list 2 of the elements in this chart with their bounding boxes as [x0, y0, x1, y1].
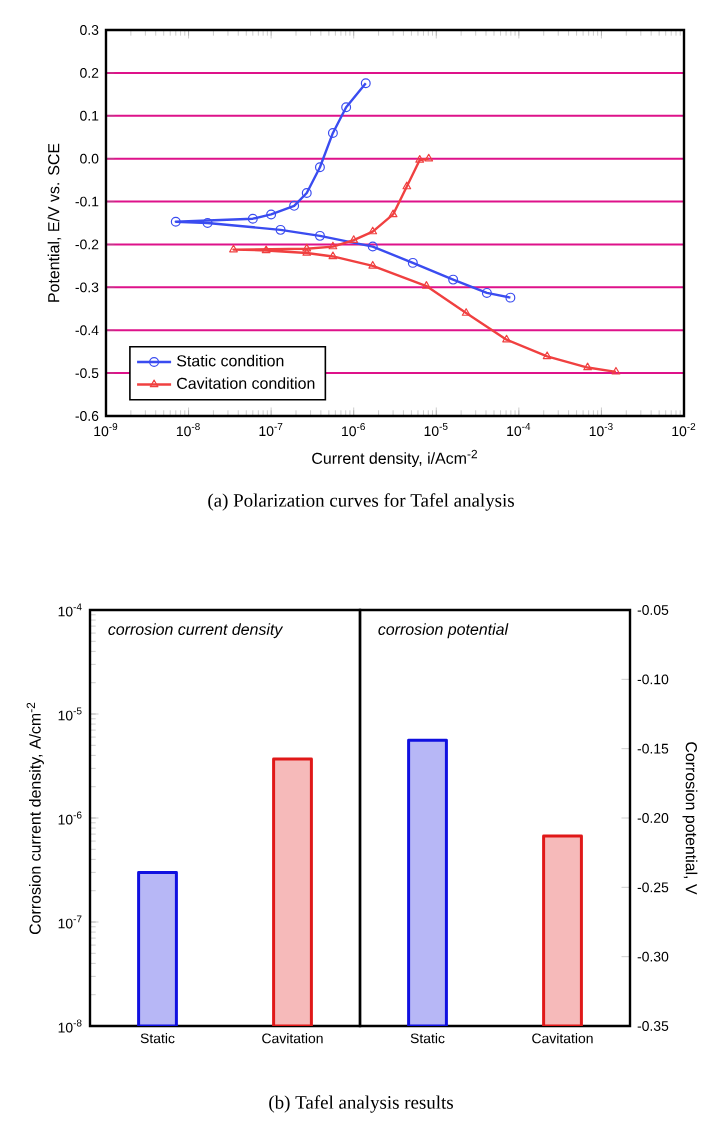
text: (a) Polarization curves for Tafel analysis [208, 493, 514, 511]
text: (b) Tafel analysis results [269, 1095, 453, 1113]
